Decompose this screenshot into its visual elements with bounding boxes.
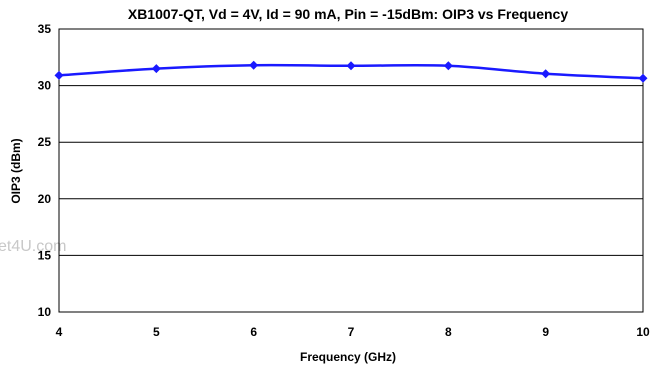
y-tick-label-35: 35 [38, 22, 52, 36]
x-tick-label-10: 10 [636, 325, 650, 339]
data-point-5 [151, 64, 161, 74]
y-tick-label-30: 30 [38, 79, 52, 93]
y-tick-label-15: 15 [38, 248, 52, 262]
data-point-8 [443, 61, 453, 71]
data-point-6 [249, 60, 259, 70]
x-tick-label-6: 6 [250, 325, 257, 339]
y-tick-label-25: 25 [38, 135, 52, 149]
y-axis-label: OIP3 (dBm) [9, 138, 23, 203]
chart-title: XB1007-QT, Vd = 4V, Id = 90 mA, Pin = -1… [128, 6, 568, 22]
data-point-10 [638, 73, 648, 83]
y-tick-label-10: 10 [38, 305, 52, 319]
x-axis-label: Frequency (GHz) [300, 350, 396, 364]
plot-area: 10 15 20 25 30 35 4 5 6 7 8 9 10 [38, 22, 650, 339]
plot-frame [58, 28, 644, 313]
x-tick-label-9: 9 [542, 325, 549, 339]
y-tick-label-20: 20 [38, 192, 52, 206]
data-point-9 [541, 69, 551, 79]
x-tick-label-7: 7 [348, 325, 355, 339]
data-point-7 [346, 61, 356, 71]
x-tick-label-8: 8 [445, 325, 452, 339]
x-tick-label-5: 5 [153, 325, 160, 339]
watermark-text: et4U.com [0, 238, 66, 255]
x-tick-label-4: 4 [56, 325, 63, 339]
data-point-4 [54, 70, 64, 80]
